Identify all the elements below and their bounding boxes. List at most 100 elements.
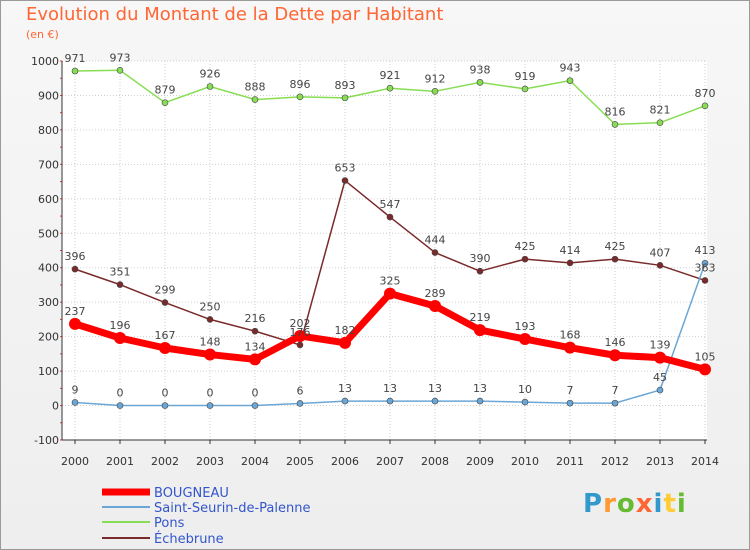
x-tick-label: 2010 xyxy=(511,455,539,468)
data-label: 0 xyxy=(117,387,124,400)
data-point xyxy=(521,85,529,93)
data-point xyxy=(206,316,214,323)
data-point xyxy=(341,177,349,184)
data-label: 821 xyxy=(650,104,671,117)
data-label: 943 xyxy=(560,62,581,75)
data-label: 250 xyxy=(200,300,221,313)
x-tick-label: 2011 xyxy=(556,455,584,468)
data-label: 912 xyxy=(425,72,446,85)
data-label: 196 xyxy=(110,319,131,332)
y-tick-label: 200 xyxy=(38,331,59,344)
data-label: 13 xyxy=(383,382,397,395)
data-point xyxy=(429,299,441,312)
data-point xyxy=(701,259,709,267)
x-tick-label: 2002 xyxy=(151,455,179,468)
data-point xyxy=(611,255,619,263)
data-labels-layer: 971 973 879 926 888 896 893 921 912 938 919 943 816 8… xyxy=(65,51,716,399)
data-label: 13 xyxy=(473,382,487,395)
data-point xyxy=(116,402,124,409)
x-tick-label: 2006 xyxy=(331,455,359,468)
x-tick-label: 2000 xyxy=(61,455,89,468)
data-point xyxy=(339,336,351,349)
data-label: 176 xyxy=(290,326,311,339)
y-tick-label: 1000 xyxy=(31,55,59,68)
y-tick-label: 100 xyxy=(38,365,59,378)
data-point xyxy=(656,119,664,126)
data-label: 425 xyxy=(515,240,536,253)
data-label: 921 xyxy=(380,69,401,82)
data-label: 413 xyxy=(695,244,716,257)
data-point xyxy=(519,333,531,346)
data-label: 167 xyxy=(155,329,176,342)
data-point xyxy=(656,262,664,269)
data-label: 13 xyxy=(428,382,442,395)
data-point xyxy=(69,317,81,330)
data-point xyxy=(386,213,394,221)
data-point xyxy=(204,348,216,361)
data-point xyxy=(161,99,169,106)
data-point xyxy=(566,399,574,407)
data-point xyxy=(386,84,394,92)
data-label: 396 xyxy=(65,250,86,263)
data-point xyxy=(431,249,439,256)
x-tick-label: 2007 xyxy=(376,455,404,468)
data-label: 896 xyxy=(290,78,311,91)
y-tick-label: 800 xyxy=(38,124,59,137)
data-point xyxy=(521,255,529,263)
data-point xyxy=(699,363,711,376)
data-label: 13 xyxy=(338,382,352,395)
data-point xyxy=(161,299,169,306)
data-label: 547 xyxy=(380,198,401,211)
data-point xyxy=(384,287,396,300)
data-label: 879 xyxy=(155,84,176,97)
x-tick-label: 2005 xyxy=(286,455,314,468)
data-point xyxy=(294,329,306,342)
axes: -100010020030040050060070080090010002000… xyxy=(31,55,719,468)
data-point xyxy=(249,353,261,366)
legend-label: BOUGNEAU xyxy=(154,486,229,501)
data-label: 6 xyxy=(297,384,304,397)
data-point xyxy=(656,386,664,394)
y-tick-label: -100 xyxy=(34,434,59,447)
data-label: 971 xyxy=(65,52,86,65)
data-label: 193 xyxy=(515,320,536,333)
data-label: 168 xyxy=(560,329,581,342)
x-tick-label: 2004 xyxy=(241,455,269,468)
x-tick-label: 2014 xyxy=(691,455,719,468)
data-point xyxy=(341,397,349,405)
series-layer xyxy=(69,67,711,409)
proxiti-logo: Proxiti xyxy=(583,489,687,519)
data-label: 237 xyxy=(65,305,86,318)
chart-title: Evolution du Montant de la Dette par Hab… xyxy=(26,4,444,25)
data-point xyxy=(476,79,484,86)
data-label: 105 xyxy=(695,350,716,363)
data-label: 146 xyxy=(605,336,626,349)
legend: BOUGNEAUSaint-Seurin-de-PalennePonsÉcheb… xyxy=(102,486,310,547)
data-point xyxy=(71,265,79,273)
data-point xyxy=(206,83,214,90)
data-point xyxy=(116,281,124,288)
data-label: 973 xyxy=(110,51,131,64)
y-tick-label: 0 xyxy=(52,400,59,413)
legend-label: Saint-Seurin-de-Palenne xyxy=(154,501,310,516)
data-label: 425 xyxy=(605,240,626,253)
x-tick-label: 2012 xyxy=(601,455,629,468)
data-point xyxy=(296,341,304,349)
data-point xyxy=(386,397,394,405)
data-label: 363 xyxy=(695,261,716,274)
data-label: 938 xyxy=(470,63,491,76)
data-point xyxy=(159,342,171,355)
data-point xyxy=(116,67,124,74)
data-point xyxy=(251,96,259,103)
data-label: 182 xyxy=(335,324,356,337)
y-tick-label: 500 xyxy=(38,227,59,240)
logo-letter: r xyxy=(603,489,617,519)
y-tick-label: 900 xyxy=(38,89,59,102)
x-tick-label: 2009 xyxy=(466,455,494,468)
data-point xyxy=(476,397,484,405)
data-point xyxy=(251,402,259,409)
data-point xyxy=(611,121,619,128)
x-tick-label: 2013 xyxy=(646,455,674,468)
data-label: 139 xyxy=(650,339,671,352)
data-point xyxy=(206,402,214,409)
